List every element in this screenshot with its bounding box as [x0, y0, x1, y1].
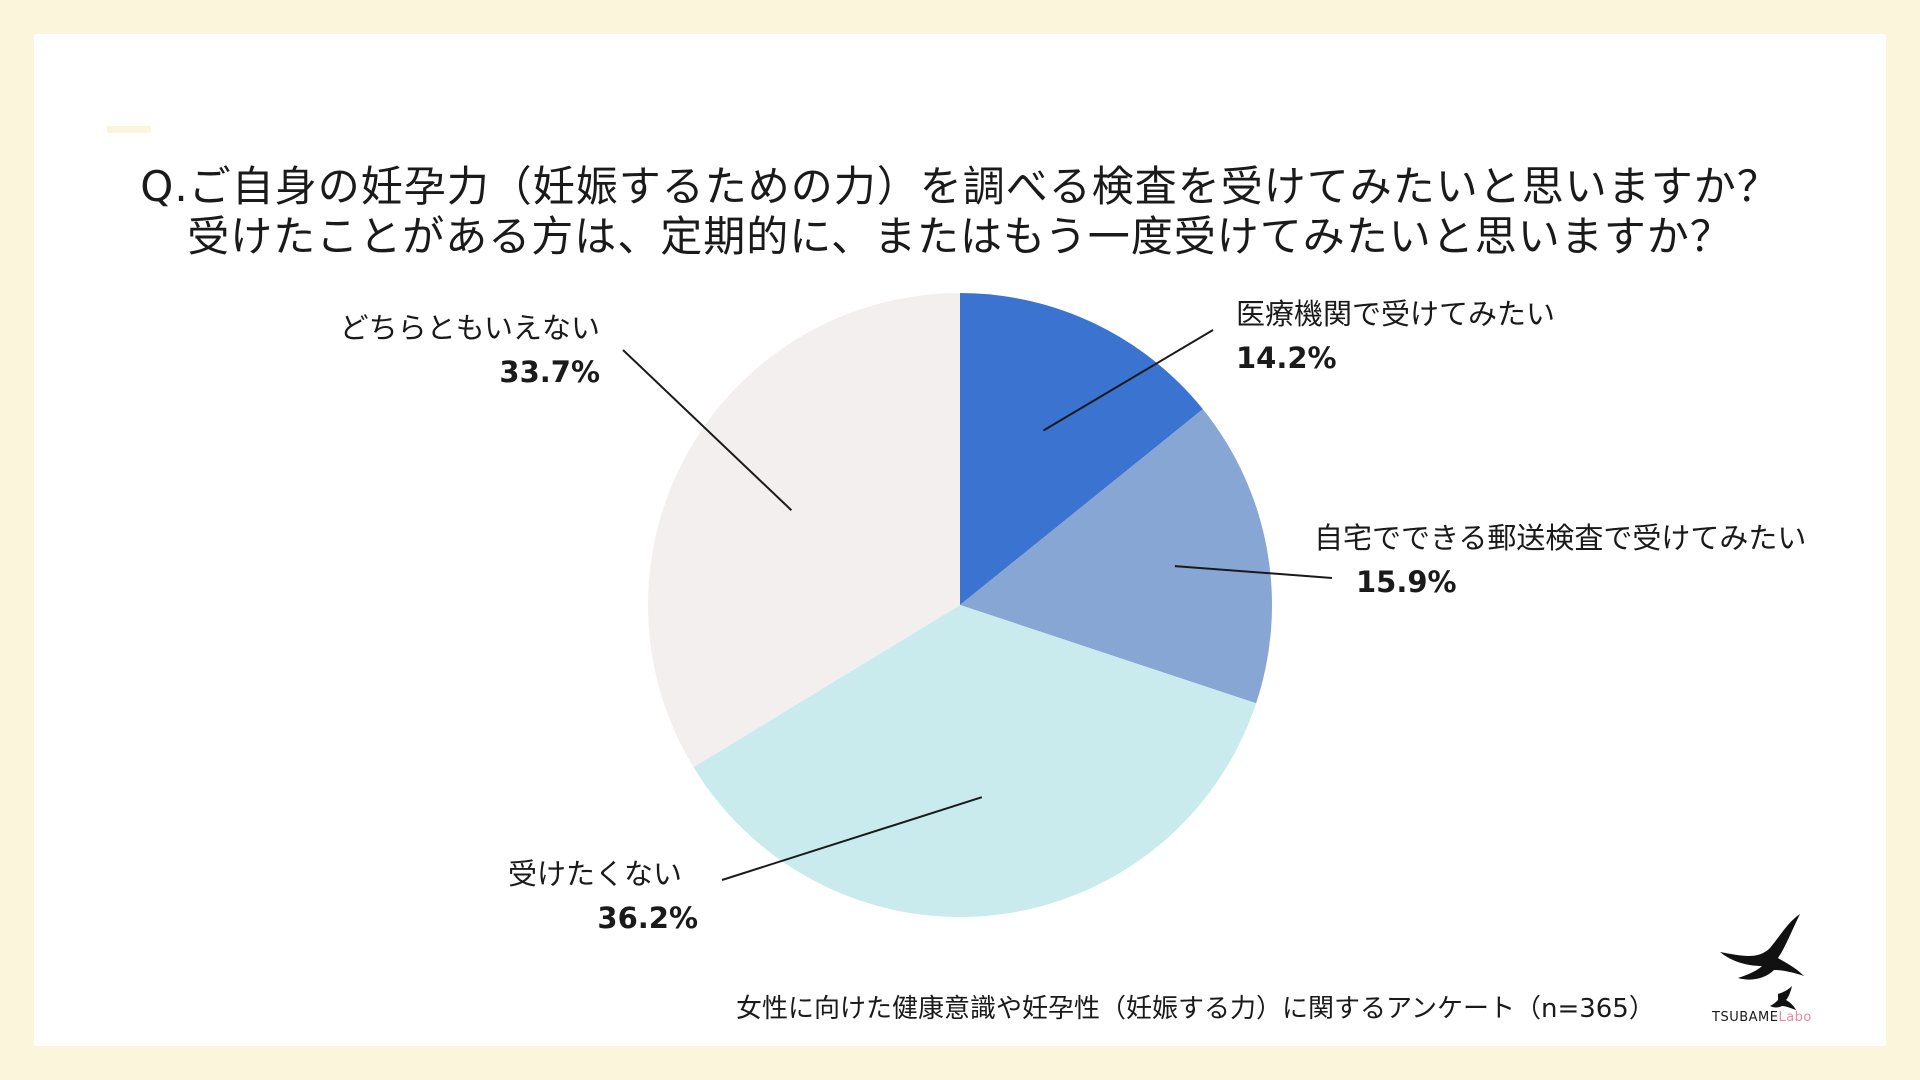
survey-footnote: 女性に向けた健康意識や妊孕性（妊娠する力）に関するアンケート（n=365）: [736, 994, 1655, 1024]
accent-bar: [107, 126, 151, 133]
slice-value-medical: 14.2%: [1236, 341, 1337, 375]
slice-label-neutral: どちらともいえない 33.7%: [300, 306, 600, 394]
swallow-icon: [1720, 914, 1804, 1010]
slice-value-no: 36.2%: [597, 901, 698, 935]
brand-name: TSUBAME: [1712, 1010, 1779, 1025]
slice-name-neutral: どちらともいえない: [339, 311, 600, 345]
chart-title: Q.ご自身の妊孕力（妊娠するための力）を調べる検査を受けてみたいと思いますか？ …: [0, 162, 1920, 262]
pie-slice-home-test: [960, 409, 1273, 704]
slice-name-no: 受けたくない: [508, 857, 683, 891]
leader-line-medical: [1042, 329, 1214, 432]
leader-line-no: [721, 796, 983, 881]
pie-slice-neutral: [648, 293, 960, 768]
slice-name-home-test: 自宅でできる郵送検査で受けてみたい: [1314, 521, 1807, 555]
slice-name-medical: 医療機関で受けてみたい: [1236, 297, 1556, 331]
leader-line-home-test: [1174, 565, 1333, 579]
slice-label-home-test: 自宅でできる郵送検査で受けてみたい 15.9%: [1314, 516, 1806, 604]
chart-title-line-1: Q.ご自身の妊孕力（妊娠するための力）を調べる検査を受けてみたいと思いますか？: [140, 162, 1780, 211]
leader-line-neutral: [622, 349, 793, 511]
brand-suffix: Labo: [1778, 1010, 1812, 1025]
slice-label-medical: 医療機関で受けてみたい 14.2%: [1236, 292, 1555, 380]
chart-title-line-2: 受けたことがある方は、定期的に、またはもう一度受けてみたいと思いますか？: [187, 212, 1733, 261]
brand-logo-text: TSUBAMELabo: [1712, 1010, 1812, 1025]
slice-label-no: 受けたくない 36.2%: [440, 852, 698, 940]
slice-value-neutral: 33.7%: [499, 355, 600, 389]
pie-slice-no: [693, 605, 1257, 918]
slice-value-home-test: 15.9%: [1356, 565, 1457, 599]
